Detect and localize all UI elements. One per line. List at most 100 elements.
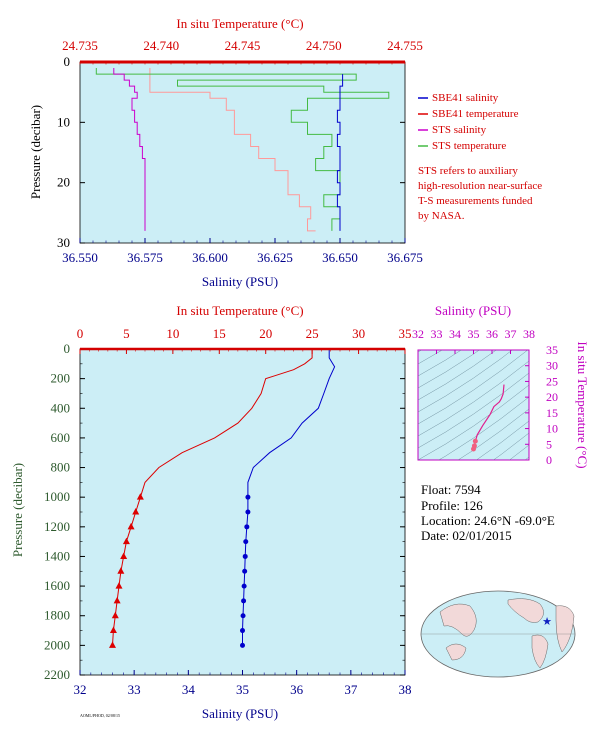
top-chart-salinity-axis-title: Salinity (PSU) [202, 274, 278, 289]
top-temperature-tick-label: 25 [306, 326, 319, 341]
profile-date: Date: 02/01/2015 [421, 528, 512, 543]
ts-salinity-tick-label: 32 [412, 327, 424, 341]
float-location-marker: ★ [542, 616, 552, 628]
salinity-tick-label: 36 [290, 682, 304, 697]
ts-salinity-tick-label: 36 [486, 327, 498, 341]
salinity-tick-label: 36.625 [257, 250, 293, 265]
ts-temperature-tick-label: 30 [546, 359, 558, 373]
legend-label: STS temperature [432, 140, 506, 152]
pressure-tick-label: 2200 [44, 667, 70, 682]
temperature-point [122, 537, 130, 545]
temperature-point [111, 611, 119, 619]
ts-temperature-tick-label: 20 [546, 390, 558, 404]
salinity-point [240, 613, 246, 619]
density-contour [418, 350, 497, 401]
top-temperature-tick-label: 24.735 [62, 38, 98, 53]
ts-temperature-tick-label: 5 [546, 437, 552, 451]
float-id: Float: 7594 [421, 482, 481, 497]
ts-deep-point [471, 443, 477, 449]
pressure-tick-label: 0 [64, 54, 71, 69]
pressure-tick-label: 20 [57, 175, 70, 190]
density-contour [418, 350, 529, 425]
series-line-sbe41-salinity [336, 74, 344, 231]
sts-note-line: T-S measurements funded [418, 195, 533, 207]
pressure-tick-label: 600 [51, 430, 71, 445]
map-landmass-asia [439, 603, 477, 637]
ts-temperature-tick-label: 0 [546, 453, 552, 467]
top-temperature-tick-label: 24.755 [387, 38, 423, 53]
temperature-point [117, 567, 125, 574]
ts-salinity-tick-label: 37 [505, 327, 517, 341]
top-temperature-tick-label: 0 [77, 326, 84, 341]
salinity-point [241, 583, 247, 589]
salinity-point [240, 628, 245, 634]
profile-number: Profile: 126 [421, 498, 483, 513]
bottom-chart: In situ Temperature (°C) 0 5 10 15 20 25 30 35 … [10, 303, 412, 721]
pressure-tick-label: 200 [51, 371, 71, 386]
top-temperature-tick-label: 24.745 [225, 38, 261, 53]
series-line-sts-temperature [95, 68, 390, 231]
sts-note-line: high-resolution near-surface [418, 180, 542, 192]
salinity-tick-label: 36.675 [387, 250, 423, 265]
legend-item-sts-temperature: STS temperature [418, 140, 506, 152]
pressure-tick-label: 30 [57, 235, 70, 250]
top-chart-plot-area [79, 61, 406, 244]
temperature-point [120, 552, 128, 559]
sts-note-line: STS refers to auxiliary [418, 165, 518, 177]
salinity-tick-label: 36.600 [192, 250, 228, 265]
temperature-point [132, 508, 140, 515]
density-contours [418, 350, 529, 460]
density-contour [493, 432, 529, 460]
top-chart-pressure-axis-title: Pressure (decibar) [28, 105, 43, 199]
ts-temperature-tick-label: 35 [546, 343, 558, 357]
density-contour [418, 350, 480, 389]
top-chart-temperature-axis-title: In situ Temperature (°C) [176, 16, 303, 31]
series-line-sts-salinity [113, 68, 146, 231]
map-landmass-europe-africa [555, 605, 575, 653]
float-info: Float: 7594 Profile: 126 Location: 24.6°… [421, 482, 555, 543]
temperature-point [109, 626, 117, 634]
map-landmass-south-america [531, 634, 549, 669]
ts-diagram-salinity-axis-title: Salinity (PSU) [435, 303, 511, 318]
location: Location: 24.6°N -69.0°E [421, 513, 555, 528]
salinity-tick-label: 32 [74, 682, 87, 697]
series-line-salinity [242, 349, 336, 646]
bottom-chart-temperature-axis-title: In situ Temperature (°C) [176, 303, 303, 318]
density-contour [418, 350, 513, 413]
salinity-point [243, 539, 249, 545]
ts-temperature-tick-label: 10 [546, 422, 558, 436]
legend-label: SBE41 temperature [432, 108, 519, 120]
top-temperature-tick-label: 20 [259, 326, 272, 341]
salinity-point [245, 494, 251, 500]
salinity-tick-label: 34 [182, 682, 196, 697]
legend: SBE41 salinity SBE41 temperature STS sal… [418, 92, 542, 222]
pressure-tick-label: 10 [57, 114, 70, 129]
bottom-chart-salinity-axis-title: Salinity (PSU) [202, 706, 278, 721]
pressure-tick-label: 800 [51, 460, 71, 475]
ts-temperature-tick-label: 15 [546, 406, 558, 420]
pressure-tick-label: 1200 [44, 519, 70, 534]
pressure-tick-label: 1600 [44, 578, 70, 593]
salinity-tick-label: 33 [128, 682, 141, 697]
density-contour [438, 396, 529, 460]
density-contour [418, 384, 529, 460]
salinity-point [242, 553, 248, 559]
top-chart: In situ Temperature (°C) 24.735 24.740 24.… [28, 16, 423, 289]
pressure-tick-label: 0 [64, 341, 71, 356]
footer-credit: AOML/PHOD, 02/08/15 [80, 713, 120, 719]
density-contour [476, 420, 529, 460]
salinity-point [240, 642, 245, 648]
legend-item-sbe41-temperature: SBE41 temperature [418, 108, 519, 120]
temperature-point [109, 641, 116, 648]
salinity-point [241, 598, 247, 604]
density-contour [509, 444, 529, 460]
map-landmass-australia [445, 643, 467, 661]
salinity-tick-label: 35 [236, 682, 249, 697]
temperature-point [115, 582, 123, 589]
ts-diagram: Salinity (PSU) 32 33 34 35 36 37 38 0 510 15 20 25… [412, 303, 590, 469]
legend-label: STS salinity [432, 124, 487, 136]
ts-salinity-tick-label: 33 [431, 327, 443, 341]
top-temperature-tick-label: 15 [213, 326, 226, 341]
salinity-point [244, 524, 250, 530]
bottom-chart-pressure-axis-title: Pressure (decibar) [10, 463, 25, 557]
